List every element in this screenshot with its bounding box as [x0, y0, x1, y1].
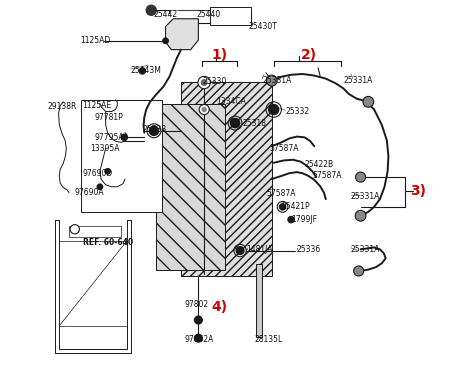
Text: 25421P: 25421P — [282, 202, 310, 211]
Circle shape — [146, 5, 156, 15]
Circle shape — [266, 75, 277, 86]
Text: 97781P: 97781P — [94, 113, 123, 122]
Text: 97690A: 97690A — [75, 188, 104, 197]
Text: 1125AD: 1125AD — [81, 36, 111, 45]
Text: 25422B: 25422B — [305, 160, 334, 169]
Circle shape — [269, 105, 279, 114]
Text: 25332: 25332 — [285, 107, 310, 116]
Circle shape — [198, 76, 210, 89]
Text: 25331A: 25331A — [351, 245, 380, 254]
Circle shape — [139, 68, 146, 74]
Text: 25330: 25330 — [202, 77, 227, 86]
Text: 1): 1) — [211, 48, 228, 62]
Text: 25331A: 25331A — [343, 76, 373, 85]
Bar — [255, 264, 263, 337]
Text: 13395A: 13395A — [90, 144, 120, 153]
Text: 57587A: 57587A — [266, 189, 295, 198]
Circle shape — [70, 224, 80, 234]
Bar — [210, 7, 251, 25]
Text: 25443M: 25443M — [131, 67, 162, 75]
Text: 25331A: 25331A — [351, 192, 380, 201]
Circle shape — [163, 38, 168, 44]
Circle shape — [97, 184, 102, 189]
Circle shape — [280, 204, 286, 210]
Text: 1334CA: 1334CA — [216, 97, 246, 106]
Circle shape — [194, 334, 202, 342]
Circle shape — [194, 316, 202, 324]
Bar — [81, 100, 162, 212]
Text: 97690D: 97690D — [82, 169, 113, 178]
Text: 57587A: 57587A — [312, 172, 342, 180]
Circle shape — [355, 210, 366, 221]
Text: 25318: 25318 — [243, 119, 267, 128]
Text: 25440: 25440 — [196, 11, 221, 19]
Circle shape — [363, 96, 374, 107]
Text: 28135L: 28135L — [255, 335, 283, 344]
Text: 4): 4) — [211, 300, 228, 314]
Text: 1481JA: 1481JA — [246, 245, 273, 254]
Text: 25333: 25333 — [142, 125, 167, 134]
Circle shape — [105, 168, 110, 174]
Circle shape — [201, 79, 208, 86]
Circle shape — [121, 134, 128, 140]
Text: 3): 3) — [410, 184, 427, 198]
Circle shape — [236, 247, 244, 254]
Text: 25336: 25336 — [297, 245, 321, 254]
Text: 29138R: 29138R — [48, 102, 77, 111]
Text: 25442: 25442 — [154, 11, 178, 19]
Circle shape — [354, 266, 364, 276]
Text: 1799JF: 1799JF — [291, 215, 317, 224]
Text: 1125AE: 1125AE — [82, 101, 112, 110]
Circle shape — [199, 105, 209, 114]
Text: 25430T: 25430T — [248, 22, 277, 31]
Text: REF. 60-640: REF. 60-640 — [82, 238, 133, 247]
Text: 2): 2) — [301, 48, 317, 62]
Polygon shape — [165, 19, 199, 50]
Text: 57587A: 57587A — [270, 144, 299, 153]
Bar — [69, 226, 121, 237]
Bar — [181, 82, 272, 276]
Circle shape — [230, 118, 240, 128]
Text: 97802: 97802 — [185, 300, 209, 309]
Bar — [156, 104, 226, 270]
Circle shape — [288, 217, 294, 223]
Text: 97852A: 97852A — [185, 335, 214, 344]
Circle shape — [356, 172, 365, 182]
Circle shape — [201, 107, 207, 112]
Text: 25331A: 25331A — [262, 76, 292, 85]
Text: 97795A: 97795A — [94, 133, 124, 142]
Circle shape — [149, 126, 159, 135]
